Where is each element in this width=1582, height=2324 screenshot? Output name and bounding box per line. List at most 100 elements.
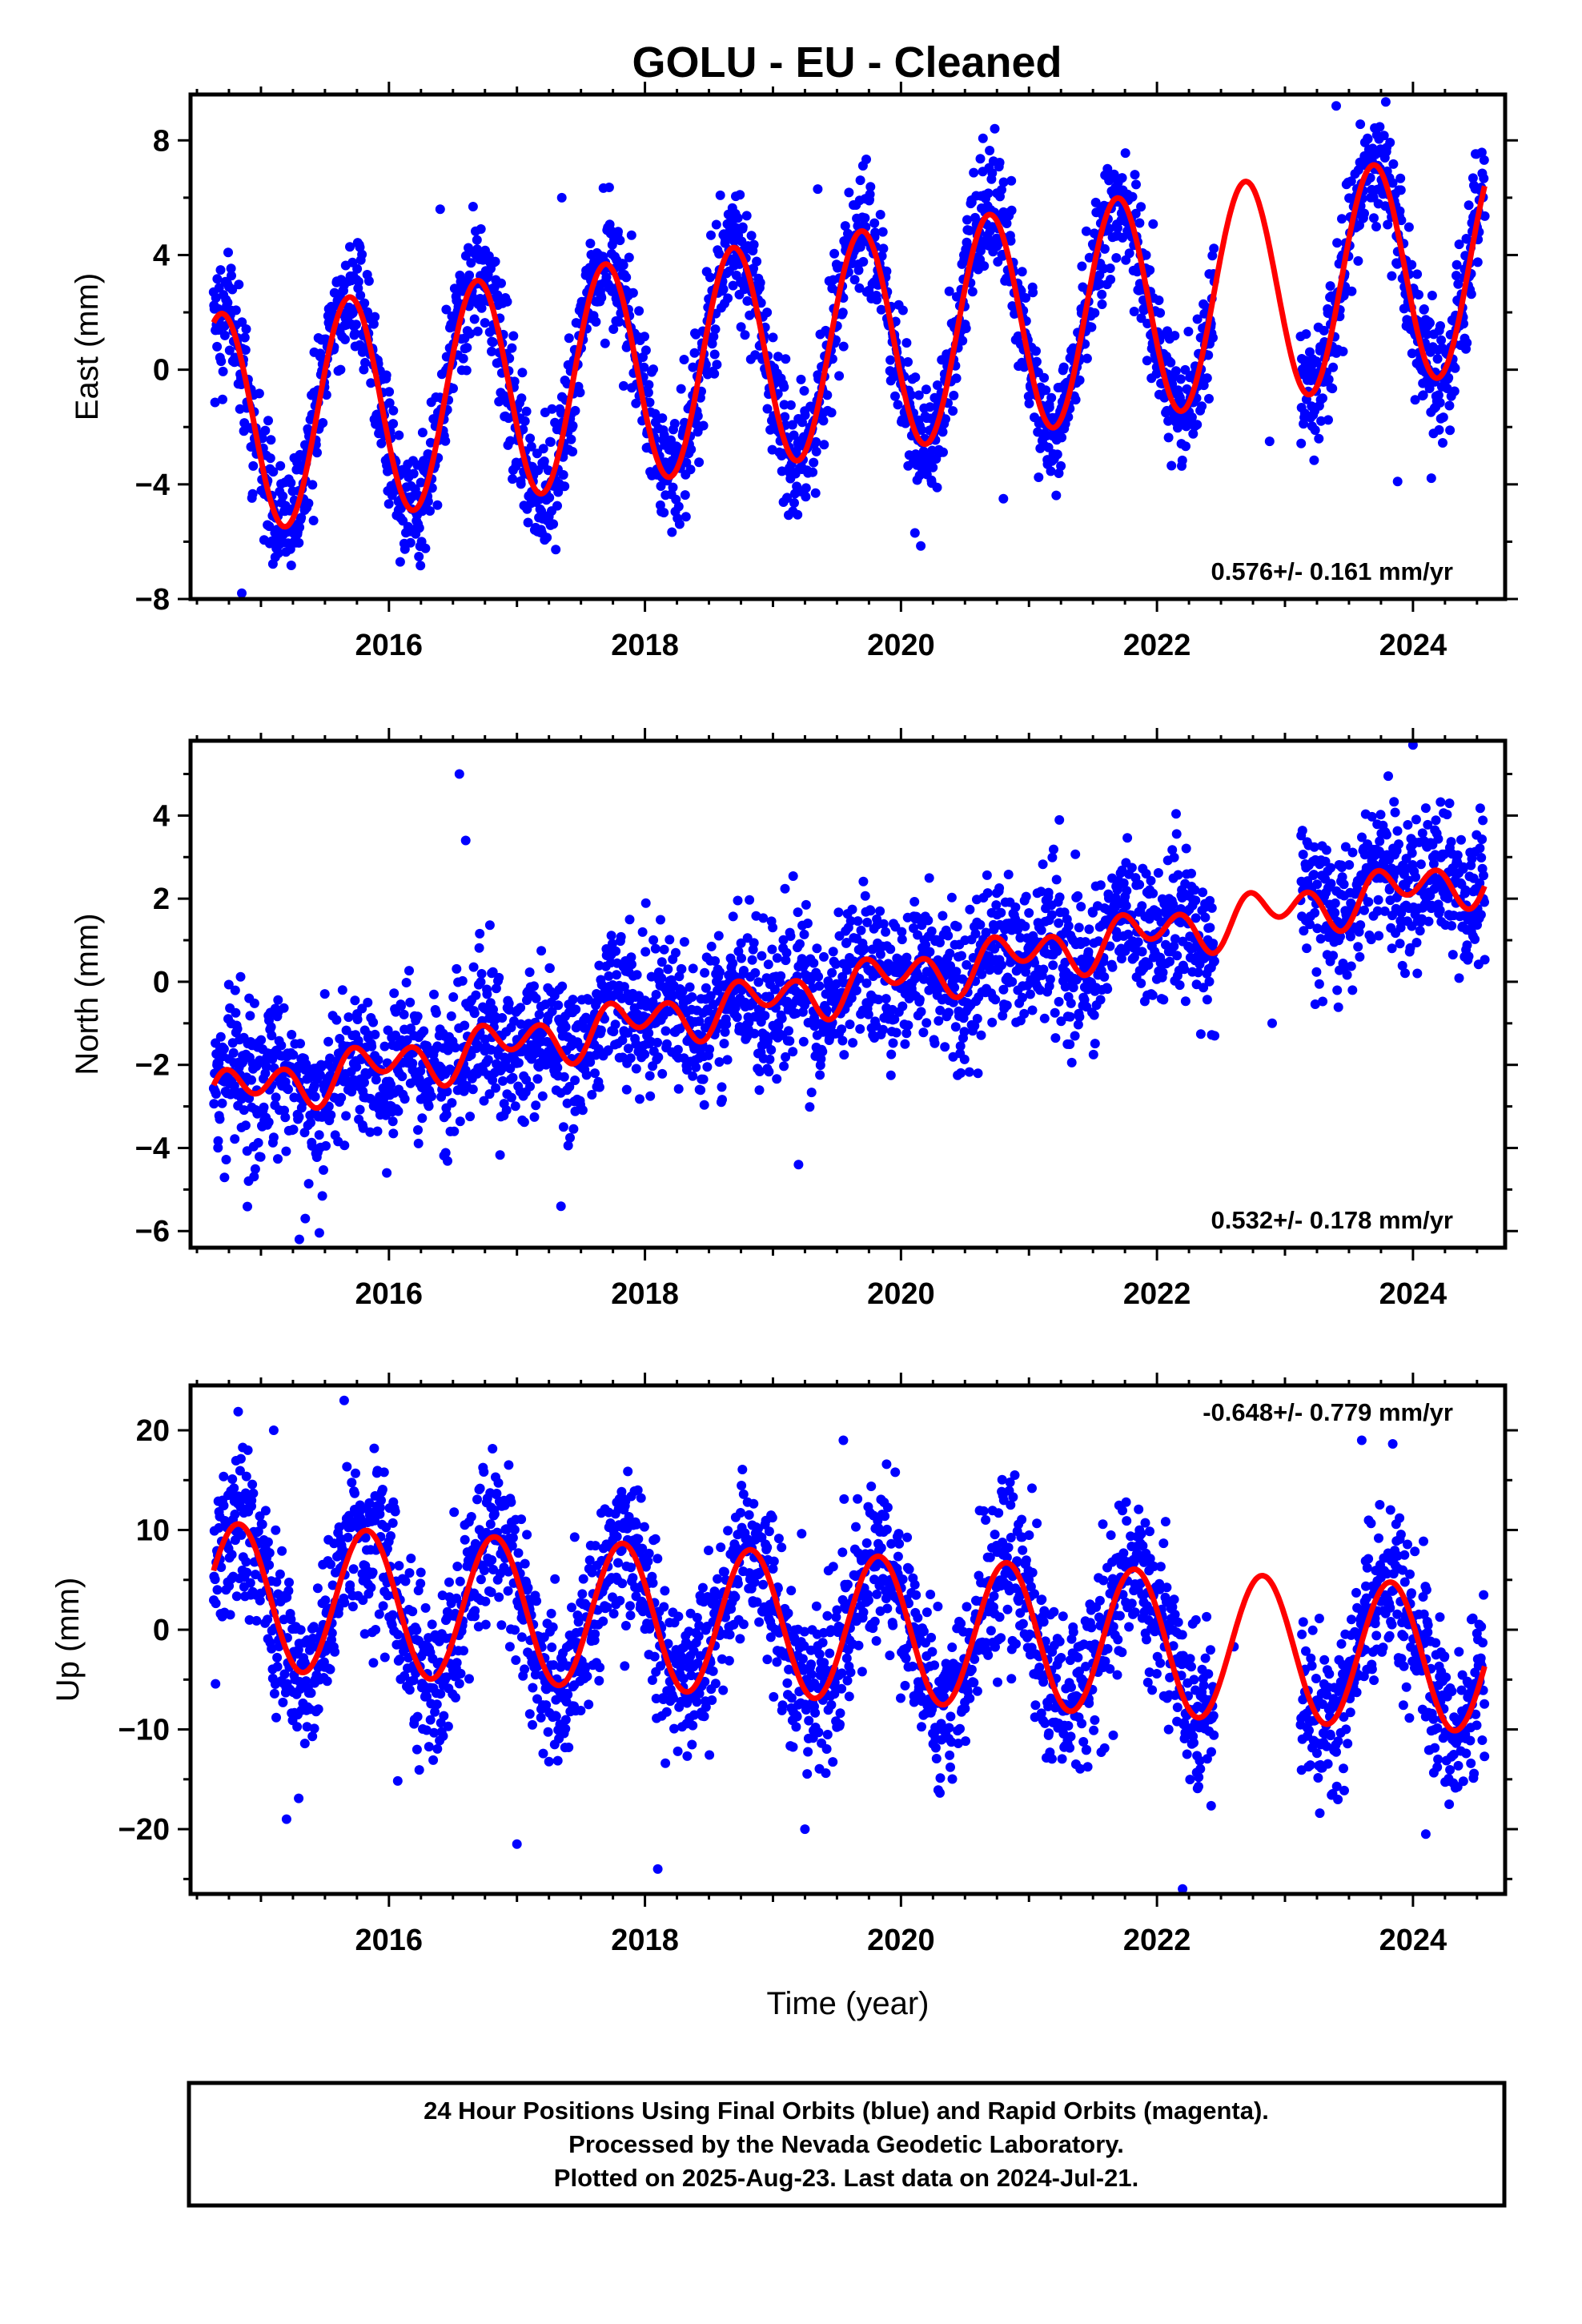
data-point	[1374, 931, 1384, 941]
data-point	[209, 1099, 219, 1109]
data-point	[698, 1074, 709, 1084]
data-point	[1054, 918, 1064, 928]
data-point	[310, 1092, 320, 1102]
data-point	[268, 1132, 279, 1143]
data-point	[951, 373, 962, 384]
data-point	[1052, 449, 1062, 460]
data-point	[712, 360, 722, 370]
data-point	[1074, 375, 1085, 385]
data-point	[615, 235, 625, 246]
data-point	[1043, 887, 1054, 898]
data-point	[560, 1022, 571, 1032]
data-point	[834, 371, 845, 381]
data-point	[471, 990, 481, 1000]
data-point	[303, 498, 314, 509]
data-point	[1375, 122, 1385, 132]
data-point	[856, 925, 866, 935]
data-point	[234, 279, 244, 290]
data-point	[909, 897, 920, 907]
data-point	[653, 1052, 664, 1063]
data-point	[1310, 907, 1320, 918]
data-point	[772, 953, 782, 963]
data-point	[1028, 287, 1038, 298]
data-point	[851, 985, 861, 995]
data-point	[847, 904, 857, 915]
data-point	[211, 1089, 221, 1099]
data-point	[308, 516, 319, 525]
data-point	[326, 1110, 336, 1120]
data-point	[781, 354, 791, 364]
data-point	[1330, 898, 1340, 908]
data-point	[1074, 923, 1084, 933]
data-point	[640, 345, 651, 356]
data-point	[631, 398, 641, 408]
data-point	[773, 352, 783, 362]
data-point	[1389, 797, 1399, 807]
data-point	[1207, 903, 1217, 913]
data-point	[413, 1125, 423, 1135]
data-point	[1105, 263, 1115, 273]
data-point	[903, 357, 913, 367]
data-point	[755, 278, 765, 287]
data-point	[998, 177, 1009, 187]
data-point	[517, 368, 528, 378]
data-point	[1006, 235, 1016, 246]
data-points	[208, 97, 1490, 598]
data-point	[216, 356, 227, 367]
data-point	[626, 230, 636, 240]
data-point	[745, 895, 755, 905]
data-point	[1171, 809, 1181, 819]
data-point	[218, 366, 228, 376]
data-point	[475, 928, 485, 939]
data-point	[657, 413, 668, 424]
data-point	[627, 959, 636, 970]
data-point	[1046, 466, 1056, 476]
data-point	[231, 1007, 241, 1018]
data-point	[558, 1122, 568, 1132]
data-point	[714, 1057, 725, 1068]
data-point	[959, 1027, 970, 1037]
data-point	[372, 1126, 383, 1136]
data-point	[441, 304, 452, 315]
data-point	[1316, 416, 1327, 426]
data-point	[853, 916, 863, 927]
data-point	[686, 444, 697, 455]
data-point	[519, 1117, 529, 1128]
data-point	[829, 248, 840, 259]
data-point	[294, 1112, 304, 1122]
data-point	[534, 1010, 544, 1019]
data-point	[979, 261, 990, 271]
data-point	[785, 931, 796, 941]
data-point	[663, 964, 673, 975]
data-point	[990, 123, 1000, 134]
data-point	[865, 906, 876, 916]
data-point	[621, 272, 632, 283]
data-point	[520, 416, 530, 426]
data-point	[1021, 891, 1031, 902]
data-point	[1200, 912, 1211, 923]
data-point	[455, 1116, 465, 1127]
data-point	[1104, 223, 1114, 234]
data-point	[876, 304, 886, 315]
data-point	[784, 1026, 793, 1036]
data-point	[1169, 852, 1179, 862]
data-point	[1379, 131, 1389, 141]
data-point	[671, 947, 681, 958]
data-point	[776, 971, 786, 981]
data-point	[351, 320, 361, 330]
outlier-point	[556, 192, 567, 203]
data-point	[405, 997, 416, 1007]
data-point	[1136, 978, 1146, 988]
data-point	[990, 995, 1001, 1005]
data-point	[215, 265, 226, 275]
data-point	[964, 225, 974, 235]
data-point	[594, 1082, 604, 1092]
data-point	[802, 919, 813, 928]
data-point	[577, 1105, 588, 1116]
data-point	[1346, 961, 1356, 971]
data-point	[1146, 875, 1156, 886]
data-point	[1099, 243, 1110, 254]
data-point	[389, 988, 400, 999]
data-point	[508, 331, 519, 341]
data-point	[286, 561, 296, 570]
